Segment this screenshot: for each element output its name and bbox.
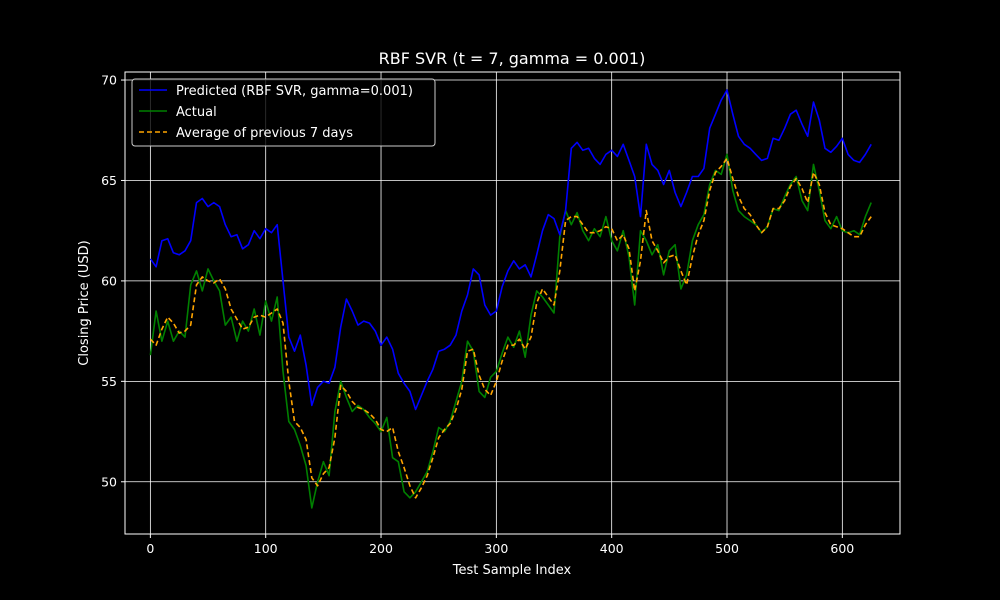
actual-line xyxy=(149,153,872,509)
legend-label-average: Average of previous 7 days xyxy=(176,126,353,141)
y-axis-label: Closing Price (USD) xyxy=(77,240,92,365)
x-tick-label: 600 xyxy=(830,541,854,556)
y-axis-ticks: 50 55 60 65 70 xyxy=(101,73,125,489)
x-tick-label: 100 xyxy=(254,541,278,556)
y-tick-label: 55 xyxy=(101,374,117,389)
series-layer xyxy=(149,89,872,509)
legend-label-actual: Actual xyxy=(176,105,217,120)
average-line xyxy=(149,157,872,499)
x-tick-label: 300 xyxy=(484,541,508,556)
y-tick-label: 50 xyxy=(101,474,117,489)
y-tick-label: 65 xyxy=(101,173,117,188)
legend-label-predicted: Predicted (RBF SVR, gamma=0.001) xyxy=(176,84,413,99)
x-tick-label: 500 xyxy=(715,541,739,556)
legend: Predicted (RBF SVR, gamma=0.001) Actual … xyxy=(131,78,436,147)
y-tick-label: 70 xyxy=(101,73,117,88)
plot-frame xyxy=(124,71,901,535)
y-tick-label: 60 xyxy=(101,273,117,288)
legend-box xyxy=(131,78,436,147)
chart-title: RBF SVR (t = 7, gamma = 0.001) xyxy=(379,49,646,68)
x-axis-label: Test Sample Index xyxy=(452,563,572,578)
predicted-line xyxy=(149,89,872,411)
x-axis-ticks: 0 100 200 300 400 500 600 xyxy=(146,534,854,556)
x-tick-label: 200 xyxy=(369,541,393,556)
x-tick-label: 400 xyxy=(600,541,624,556)
x-tick-label: 0 xyxy=(146,541,154,556)
